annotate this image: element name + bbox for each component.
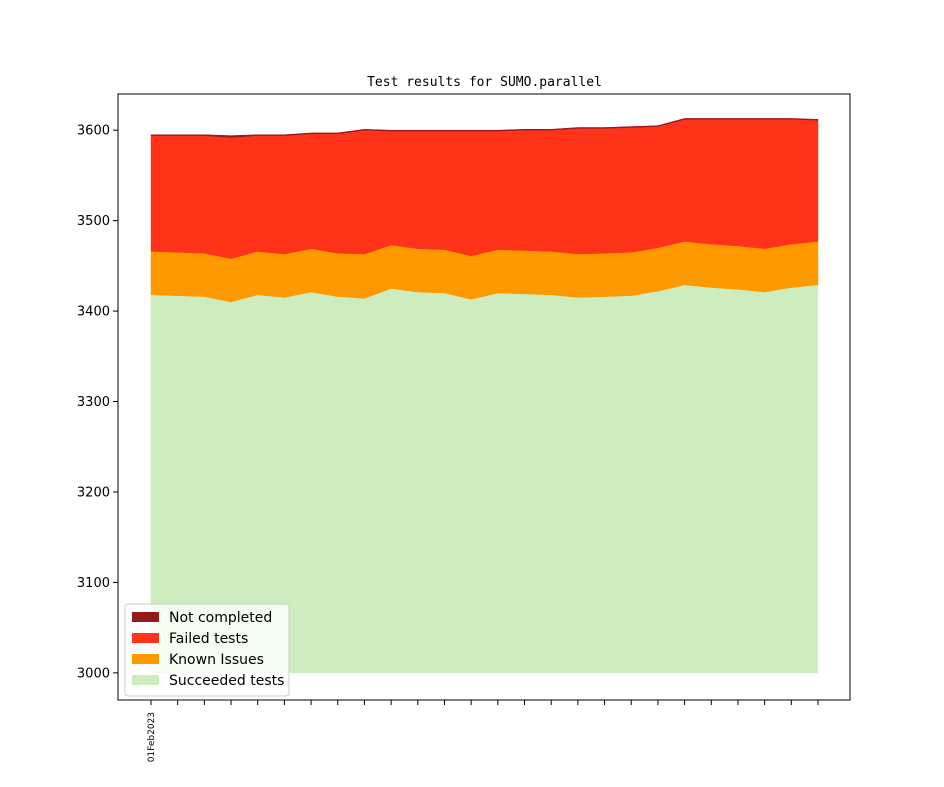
chart-title: Test results for SUMO.parallel [367, 75, 602, 90]
y-tick-label: 3300 [77, 395, 110, 410]
y-tick-label: 3000 [77, 666, 110, 681]
area-failed-tests [150, 119, 819, 259]
x-tick-label: 01Feb2023 [147, 712, 157, 762]
legend: Not completed Failed tests Known Issues Suc… [124, 603, 290, 697]
area-layers [150, 118, 819, 674]
x-axis: 01Feb2023 [147, 700, 819, 762]
y-tick-label: 3500 [77, 214, 110, 229]
legend-swatch-failed-tests [132, 633, 159, 643]
legend-label-not-completed: Not completed [169, 610, 272, 626]
legend-box [124, 603, 290, 697]
y-tick-label: 3400 [77, 305, 110, 320]
legend-swatch-not-completed [132, 612, 159, 622]
y-tick-label: 3600 [77, 124, 110, 139]
plot-frame [117, 93, 851, 701]
legend-swatch-succeeded-tests [132, 675, 159, 685]
area-not-completed [150, 118, 819, 138]
legend-swatch-known-issues [132, 654, 159, 664]
legend-label-known-issues: Known Issues [169, 652, 264, 668]
legend-label-succeeded-tests: Succeeded tests [169, 673, 284, 689]
y-tick-label: 3100 [77, 576, 110, 591]
y-axis: 3000 3100 3200 3300 3400 3500 3600 [77, 124, 118, 681]
legend-label-failed-tests: Failed tests [169, 631, 248, 647]
y-tick-label: 3200 [77, 485, 110, 500]
